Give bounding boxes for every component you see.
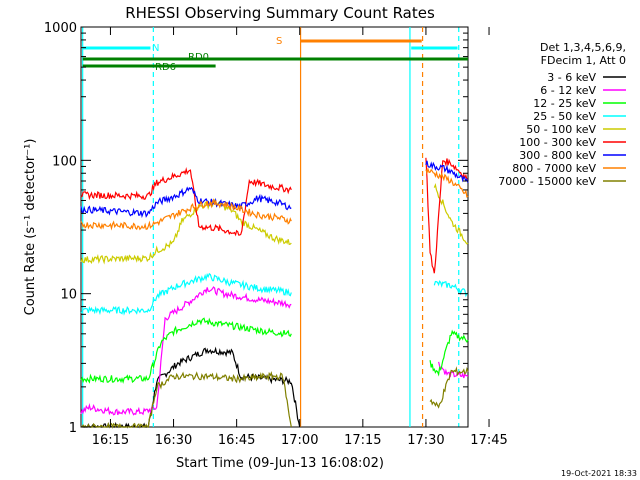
series-25to50keV-seg-0	[80, 272, 292, 316]
series-12to25keV-seg-0	[80, 317, 292, 384]
series-7000to15000keV-seg-0	[80, 370, 292, 429]
y-tick-label-2: 100	[52, 154, 77, 169]
x-tick-label-6: 17:45	[470, 433, 507, 448]
series-300to800keV-seg-1	[425, 160, 469, 183]
y-axis-label: Count Rate (s⁻¹ detector⁻¹)	[23, 139, 38, 316]
series-50to100keV-seg-0	[80, 198, 292, 265]
legend-header-line-2: FDecim 1, Att 0	[541, 54, 626, 67]
footer-date: 19-Oct-2021 18:33	[561, 469, 637, 478]
plot-frame	[80, 26, 469, 428]
legend-label-4: 50 - 100 keV	[526, 123, 596, 136]
annotation-rd6: RD6	[155, 62, 176, 73]
legend-header-line-1: Det 1,3,4,5,6,9,	[540, 41, 626, 54]
legend-label-1: 6 - 12 keV	[540, 84, 596, 97]
series-800to7000keV-seg-0	[80, 198, 292, 231]
series-100to300keV-seg-1	[425, 157, 468, 274]
x-tick-label-3: 17:00	[281, 433, 318, 448]
x-tick-label-4: 17:15	[344, 433, 381, 448]
y-tick-label-0: 1	[69, 421, 77, 436]
legend-label-3: 25 - 50 keV	[533, 110, 596, 123]
legend-label-7: 800 - 7000 keV	[512, 162, 596, 175]
legend: Det 1,3,4,5,6,9, FDecim 1, Att 0 3 - 6 k…	[498, 41, 626, 188]
x-tick-label-5: 17:30	[407, 433, 444, 448]
series-3to6keV-seg-0	[80, 346, 301, 429]
series-25to50keV-seg-1	[433, 280, 469, 298]
legend-label-0: 3 - 6 keV	[547, 71, 596, 84]
annotation-rd0: RD0	[188, 52, 209, 63]
band-layer	[82, 27, 468, 427]
legend-label-8: 7000 - 15000 keV	[498, 175, 596, 188]
legend-label-5: 100 - 300 keV	[519, 136, 596, 149]
annotation-n: N	[152, 43, 159, 54]
y-tick-label-1: 10	[60, 288, 77, 303]
series-100to300keV-seg-0	[80, 167, 292, 237]
series-50to100keV-seg-1	[433, 183, 469, 245]
series-layer	[80, 157, 469, 429]
series-12to25keV-seg-1	[429, 329, 469, 377]
series-7000to15000keV-seg-1	[429, 366, 469, 409]
x-axis-label: Start Time (09-Jun-13 16:08:02)	[176, 456, 384, 471]
series-6to12keV-seg-0	[80, 286, 292, 416]
series-800to7000keV-seg-1	[425, 167, 469, 198]
legend-label-6: 300 - 800 keV	[519, 149, 596, 162]
x-tick-label-1: 16:30	[155, 433, 192, 448]
chart-title: RHESSI Observing Summary Count Rates	[125, 4, 435, 22]
legend-label-2: 12 - 25 keV	[533, 97, 596, 110]
axis-layer: 16:15 16:30 16:45 17:00 17:15 17:30 17:45 1 10 10…	[44, 21, 508, 448]
series-300to800keV-seg-0	[80, 186, 292, 219]
annotation-s: S	[276, 36, 282, 47]
x-tick-label-2: 16:45	[218, 433, 255, 448]
y-tick-label-3: 1000	[44, 21, 77, 36]
x-tick-label-0: 16:15	[92, 433, 129, 448]
